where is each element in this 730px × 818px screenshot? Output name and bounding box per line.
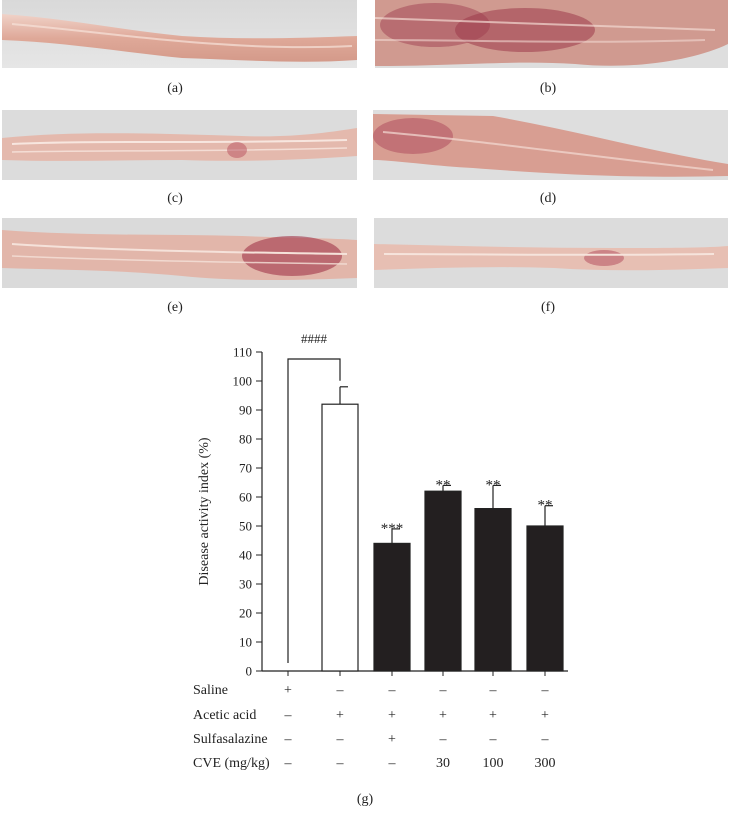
treatment-sign: – bbox=[439, 683, 448, 698]
treatment-sign: – bbox=[284, 756, 293, 771]
y-tick-label: 60 bbox=[239, 490, 252, 505]
bar-cve300 bbox=[526, 525, 564, 672]
treatment-sign: 30 bbox=[436, 756, 450, 771]
panel-label-g: (g) bbox=[356, 792, 374, 807]
photo-panel-b bbox=[375, 0, 728, 68]
treatment-row-label: Saline bbox=[193, 683, 228, 698]
y-tick-label: 80 bbox=[239, 432, 252, 447]
y-tick-label: 40 bbox=[239, 548, 252, 563]
photo-panel-a bbox=[2, 0, 357, 68]
treatment-sign: – bbox=[541, 683, 550, 698]
bar-acetic bbox=[321, 403, 359, 672]
comparison-label: #### bbox=[301, 331, 328, 346]
treatment-sign: – bbox=[336, 683, 345, 698]
panel-label-c: (c) bbox=[167, 191, 183, 206]
y-tick-label: 110 bbox=[233, 345, 252, 360]
treatment-sign: – bbox=[439, 732, 448, 747]
y-tick-label: 100 bbox=[233, 374, 253, 389]
treatment-sign: + bbox=[336, 708, 344, 723]
y-tick-label: 0 bbox=[246, 664, 253, 679]
y-tick-label: 30 bbox=[239, 577, 252, 592]
photo-panel-f bbox=[374, 218, 728, 288]
treatment-sign: – bbox=[284, 732, 293, 747]
treatment-sign: 100 bbox=[483, 756, 504, 771]
panel-label-e: (e) bbox=[167, 300, 183, 315]
treatment-row-label: Acetic acid bbox=[193, 708, 256, 723]
treatment-row-label: CVE (mg/kg) bbox=[193, 756, 270, 771]
y-tick-label: 50 bbox=[239, 519, 252, 534]
panel-label-f: (f) bbox=[541, 300, 555, 315]
treatment-sign: + bbox=[541, 708, 549, 723]
treatment-sign: – bbox=[336, 756, 345, 771]
y-axis-label: Disease activity index (%) bbox=[197, 437, 212, 585]
significance-cve300: ** bbox=[538, 498, 553, 514]
treatment-sign: – bbox=[489, 683, 498, 698]
bar-sulfa bbox=[373, 542, 411, 672]
photo-panel-c bbox=[2, 110, 357, 180]
treatment-sign: + bbox=[388, 732, 396, 747]
photo-panel-e bbox=[2, 218, 357, 288]
treatment-sign: – bbox=[489, 732, 498, 747]
comparison-bracket bbox=[287, 358, 341, 663]
treatment-sign: – bbox=[388, 756, 397, 771]
y-tick-label: 90 bbox=[239, 403, 252, 418]
treatment-sign: + bbox=[388, 708, 396, 723]
treatment-sign: + bbox=[439, 708, 447, 723]
bar-cve100 bbox=[474, 508, 512, 672]
panel-label-a: (a) bbox=[167, 81, 183, 96]
treatment-sign: + bbox=[284, 683, 292, 698]
treatment-sign: – bbox=[284, 708, 293, 723]
treatment-row-label: Sulfasalazine bbox=[193, 732, 268, 747]
treatment-sign: – bbox=[388, 683, 397, 698]
y-tick-label: 70 bbox=[239, 461, 252, 476]
treatment-sign: – bbox=[336, 732, 345, 747]
significance-cve30: ** bbox=[436, 477, 451, 493]
bar-cve30 bbox=[424, 490, 462, 672]
significance-cve100: ** bbox=[486, 477, 501, 493]
panel-label-d: (d) bbox=[539, 191, 557, 206]
y-tick-label: 10 bbox=[239, 635, 252, 650]
treatment-sign: + bbox=[489, 708, 497, 723]
significance-sulfa: *** bbox=[381, 521, 404, 537]
panel-label-b: (b) bbox=[539, 81, 557, 96]
treatment-sign: – bbox=[541, 732, 550, 747]
photo-panel-d bbox=[373, 110, 728, 180]
y-tick-label: 20 bbox=[239, 606, 252, 621]
treatment-sign: 300 bbox=[535, 756, 556, 771]
